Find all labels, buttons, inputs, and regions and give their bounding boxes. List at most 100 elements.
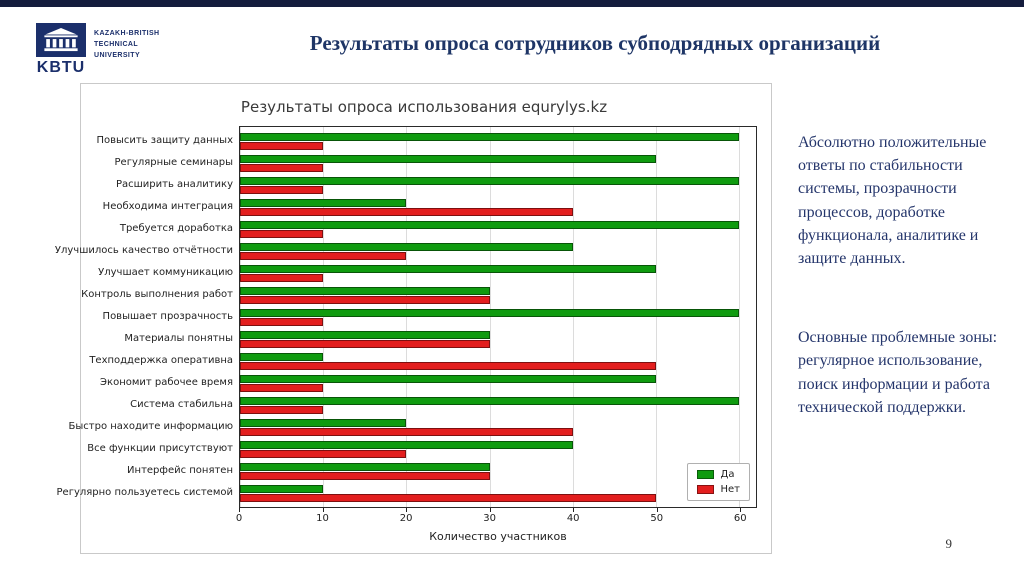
y-tick-label: Требуется доработка	[119, 222, 233, 234]
chart-title: Результаты опроса использования equrylys…	[240, 98, 608, 116]
x-tick-mark	[322, 508, 324, 512]
bar-Нет	[240, 471, 490, 480]
x-tick-mark	[489, 508, 491, 512]
page-number: 9	[945, 536, 953, 551]
category-row	[240, 460, 756, 482]
y-tick-label: Материалы понятны	[124, 332, 233, 344]
category-row	[240, 416, 756, 438]
y-tick-label: Интерфейс понятен	[127, 464, 233, 476]
y-tick-label: Улучшилось качество отчётности	[54, 244, 233, 256]
y-tick-label: Улучшает коммуникацию	[98, 266, 233, 278]
legend: Да Нет	[686, 463, 750, 501]
y-tick-label: Экономит рабочее время	[100, 376, 233, 388]
logo-box	[36, 23, 86, 57]
kbtu-logo: KBTU KAZAKH-BRITISH TECHNICAL UNIVERSITY	[36, 23, 226, 77]
bar-Да	[240, 220, 740, 229]
slide-title: Результаты опроса сотрудников субподрядн…	[309, 31, 881, 55]
bar-Нет	[240, 317, 324, 326]
logo-mark: KBTU	[36, 23, 86, 77]
category-row	[240, 130, 756, 152]
bar-Нет	[240, 251, 407, 260]
gridline	[323, 127, 325, 507]
note-problem-zones: Основные проблемные зоны: регулярное исп…	[798, 329, 998, 416]
header: KBTU KAZAKH-BRITISH TECHNICAL UNIVERSITY…	[0, 7, 1024, 77]
bars	[240, 130, 756, 504]
y-tick-label: Контроль выполнения работ	[81, 288, 233, 300]
university-name-line: KAZAKH-BRITISH	[94, 30, 160, 37]
bar-Да	[240, 462, 490, 471]
x-axis: 0 10 20 30 40 50 60	[235, 508, 757, 527]
x-tick-mark	[573, 508, 575, 512]
x-tick-mark	[239, 508, 240, 512]
bar-Да	[240, 176, 740, 185]
x-tick-label: 60	[733, 513, 747, 524]
legend-swatch	[696, 470, 714, 479]
bar-Да	[240, 440, 573, 449]
bar-Да	[240, 374, 657, 383]
bar-Нет	[240, 141, 324, 150]
bar-Нет	[240, 163, 324, 172]
bar-Да	[240, 308, 740, 317]
category-row	[240, 152, 756, 174]
gridline	[739, 127, 741, 507]
y-tick-label: Расширить аналитику	[115, 178, 233, 190]
x-tick-label: 10	[316, 513, 329, 524]
top-accent-bar	[0, 0, 1024, 7]
bar-Нет	[240, 449, 407, 458]
bar-Да	[240, 132, 740, 141]
y-tick-label: Регулярно пользуетесь системой	[56, 486, 233, 498]
university-name-line: TECHNICAL	[94, 41, 139, 49]
bar-Нет	[240, 229, 324, 238]
note-positive: Абсолютно положительные ответы по стабил…	[798, 134, 987, 267]
bar-Нет	[240, 405, 324, 414]
bar-Нет	[240, 295, 490, 304]
category-row	[240, 350, 756, 372]
bar-Да	[240, 242, 573, 251]
bar-Нет	[240, 361, 657, 370]
y-tick-label: Повышает прозрачность	[102, 310, 233, 322]
category-row	[240, 218, 756, 240]
y-tick-label: Быстро находите информацию	[68, 420, 233, 432]
legend-label: Нет	[720, 484, 741, 495]
x-axis-label: Количество участников	[429, 530, 567, 543]
bar-Да	[240, 418, 407, 427]
category-row	[240, 174, 756, 196]
x-tick-mark	[656, 508, 658, 512]
category-row	[240, 262, 756, 284]
category-row	[240, 438, 756, 460]
plot-area: Да Нет	[239, 126, 757, 508]
content: Результаты опроса использования equrylys…	[0, 77, 1024, 554]
bar-Нет	[240, 207, 573, 216]
bar-Да	[240, 352, 324, 361]
gridline	[240, 127, 241, 507]
y-tick-label: Система стабильна	[130, 398, 233, 410]
gridlines	[240, 127, 756, 507]
bar-Да	[240, 396, 740, 405]
bar-Нет	[240, 273, 324, 282]
bar-Да	[240, 264, 657, 273]
gridline	[572, 127, 574, 507]
bar-Да	[240, 330, 490, 339]
category-row	[240, 372, 756, 394]
category-row	[240, 306, 756, 328]
legend-swatch	[696, 485, 714, 494]
legend-item: Да	[696, 469, 741, 480]
bar-Да	[240, 286, 490, 295]
y-axis-labels: Повысить защиту данных Регулярные семинар…	[54, 126, 239, 543]
x-tick-label: 20	[399, 513, 413, 524]
x-tick-label: 0	[235, 513, 243, 524]
chart-figure: Результаты опроса использования equrylys…	[54, 83, 772, 554]
y-tick-label: Регулярные семинары	[114, 156, 233, 168]
x-tick-label: 50	[650, 513, 664, 524]
university-name: KAZAKH-BRITISH TECHNICAL UNIVERSITY	[94, 23, 159, 77]
gridline	[656, 127, 658, 507]
bar-Нет	[240, 383, 324, 392]
y-tick-label: Необходима интеграция	[102, 200, 233, 212]
category-row	[240, 284, 756, 306]
logo-acronym: KBTU	[36, 59, 86, 76]
bar-Да	[240, 198, 407, 207]
y-tick-label: Техподдержка оперативна	[89, 354, 233, 366]
category-row	[240, 240, 756, 262]
gridline	[406, 127, 408, 507]
